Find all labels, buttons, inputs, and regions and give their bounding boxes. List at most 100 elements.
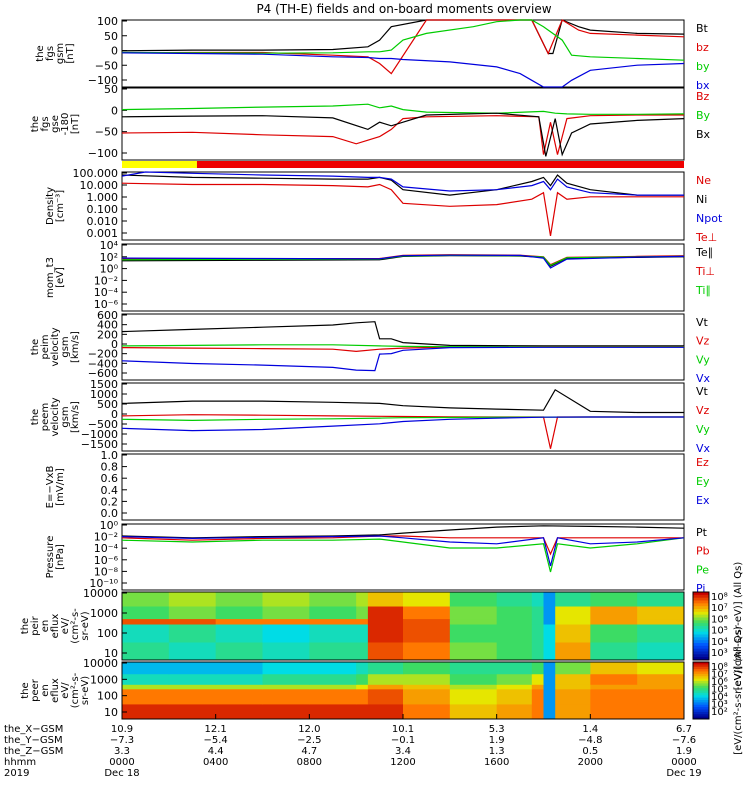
y-tick-label: 10⁰ [100,519,119,532]
legend-vx: Vx [696,372,711,385]
x-tick-value: 3.3 [114,746,130,757]
heatmap-cell [356,703,369,720]
y-label-line: (cm²-s- [70,672,81,708]
heatmap-cell [367,684,404,690]
heatmap-cell [367,642,404,661]
y-label-line: the [20,618,31,634]
colorbar-step [693,711,709,715]
colorbar-step [693,654,709,658]
colorbar-tick-label: 10⁶ [711,677,728,688]
heatmap-cell [590,662,638,675]
series-bz-line [121,19,685,75]
heatmap-cell [168,624,217,643]
y-tick-label: −500 [88,418,118,431]
heatmap-cell [215,592,263,607]
heatmap-cell [449,662,498,675]
y-label-line: eV/ [60,617,71,634]
heatmap-cell [590,642,638,661]
colorbar-tick-label: 10⁷ [711,670,728,681]
heatmap-cell [543,642,556,661]
heatmap-cell [215,624,263,643]
heatmap-cell [215,688,263,705]
colorbar-label: [eV/(cm²-s-sr-eV)] (All Qs) [733,626,744,755]
y-tick-label: 1000 [90,388,118,401]
heatmap-cell [168,662,217,675]
y-label-line: [km/s] [70,401,81,433]
legend-vz: Vz [696,335,710,348]
heatmap-cell [367,606,404,620]
y-axis-label: E=−VxB [mV/m] [45,466,66,509]
x-tick-value: 5.3 [489,724,505,735]
series-by-line [121,19,685,61]
y-tick-label: 1000 [90,673,118,686]
y-tick-label: 10 [104,706,118,719]
y-axis-label: Density [cm⁻³] [45,187,66,225]
y-label-line: velocity [50,327,61,366]
series-npot-line [121,171,684,196]
heatmap-cell [543,684,556,690]
x-tick-value: −2.5 [297,735,321,746]
legend-vy: Vy [696,353,710,366]
heatmap-cell [367,662,404,675]
heatmap-cell [590,618,638,625]
heatmap-cell [555,688,591,705]
y-label-line: peim [40,334,51,359]
y-tick-label: 10.000 [80,179,119,192]
colorbar-step [693,614,709,618]
heatmap-cell [403,673,451,685]
series-ni-line [121,174,684,196]
y-label-line: gsm [60,336,71,357]
heatmap-cell [496,673,533,685]
heatmap-cell [543,606,556,620]
x-tick-value: 3.4 [395,746,411,757]
x-tick-value: 4.4 [208,746,224,757]
colorbar-step [693,692,709,696]
colorbar-frame [692,591,710,661]
heatmap-cell [496,618,533,625]
colorbar-step [693,666,709,670]
heatmap-cell [531,642,544,661]
x-row-label: the_X−GSM [4,724,63,735]
heatmap-cell [590,606,638,620]
heatmap-cell [449,673,498,685]
heatmap-cell [356,662,369,675]
heatmap-cell [262,606,310,620]
heatmap-cell [262,624,310,643]
colorbar-tick-label: 10³ [711,648,728,659]
heatmap-cell [449,624,498,643]
heatmap-cell [215,703,263,720]
y-label-line: en [40,620,51,633]
y-tick-label: 100 [97,627,118,640]
heatmap-cell [449,688,498,705]
y-label-line: eflux [50,614,61,639]
y-label-line: the [30,116,41,132]
heatmap-cell [531,618,544,625]
heatmap-cell [637,662,685,675]
legend-bx: Bx [696,128,711,141]
colorbar-step [693,637,709,641]
x-tick-value: 1.9 [676,746,692,757]
legend-vt: Vt [696,385,709,398]
series-bx-line [121,52,685,88]
y-label-line: peir [30,615,41,635]
x-tick-value: −0.1 [391,735,415,746]
series-vx-line [121,346,684,372]
heatmap-cell [449,642,498,661]
y-label-line: eflux [50,678,61,703]
heatmap-cell [356,618,369,625]
y-tick-label: 50 [104,83,118,96]
flag-segment [122,161,197,168]
x-tick-value: 12.1 [205,724,227,735]
legend-by: by [696,60,710,73]
heatmap-cell [496,642,533,661]
heatmap-cell [637,642,685,661]
heatmap-cell [262,642,310,661]
heatmap-cell [496,592,533,607]
colorbar-step [693,626,709,630]
colorbar-step [693,594,709,599]
colorbar-step [693,669,709,672]
panel-frame [121,523,685,591]
y-axis-label: the peim velocity gsm [km/s] [30,327,81,366]
